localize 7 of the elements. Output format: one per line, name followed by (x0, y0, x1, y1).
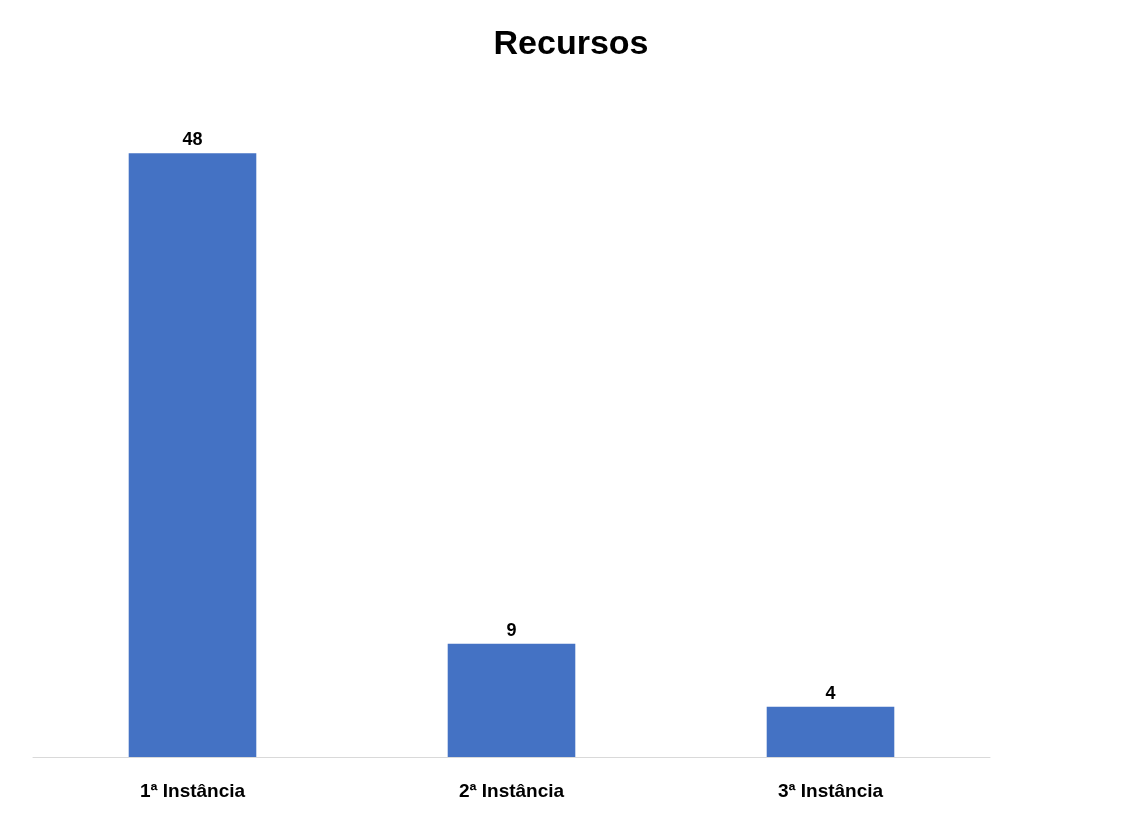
data-label: 4 (825, 682, 836, 703)
data-label: 9 (506, 619, 517, 640)
x-tick-label: 3ª Instância (777, 780, 884, 801)
x-tick-label: 1ª Instância (139, 780, 246, 801)
x-tick-label: 2ª Instância (458, 780, 565, 801)
chart-title: Recursos (493, 23, 649, 61)
data-label: 48 (182, 129, 203, 150)
